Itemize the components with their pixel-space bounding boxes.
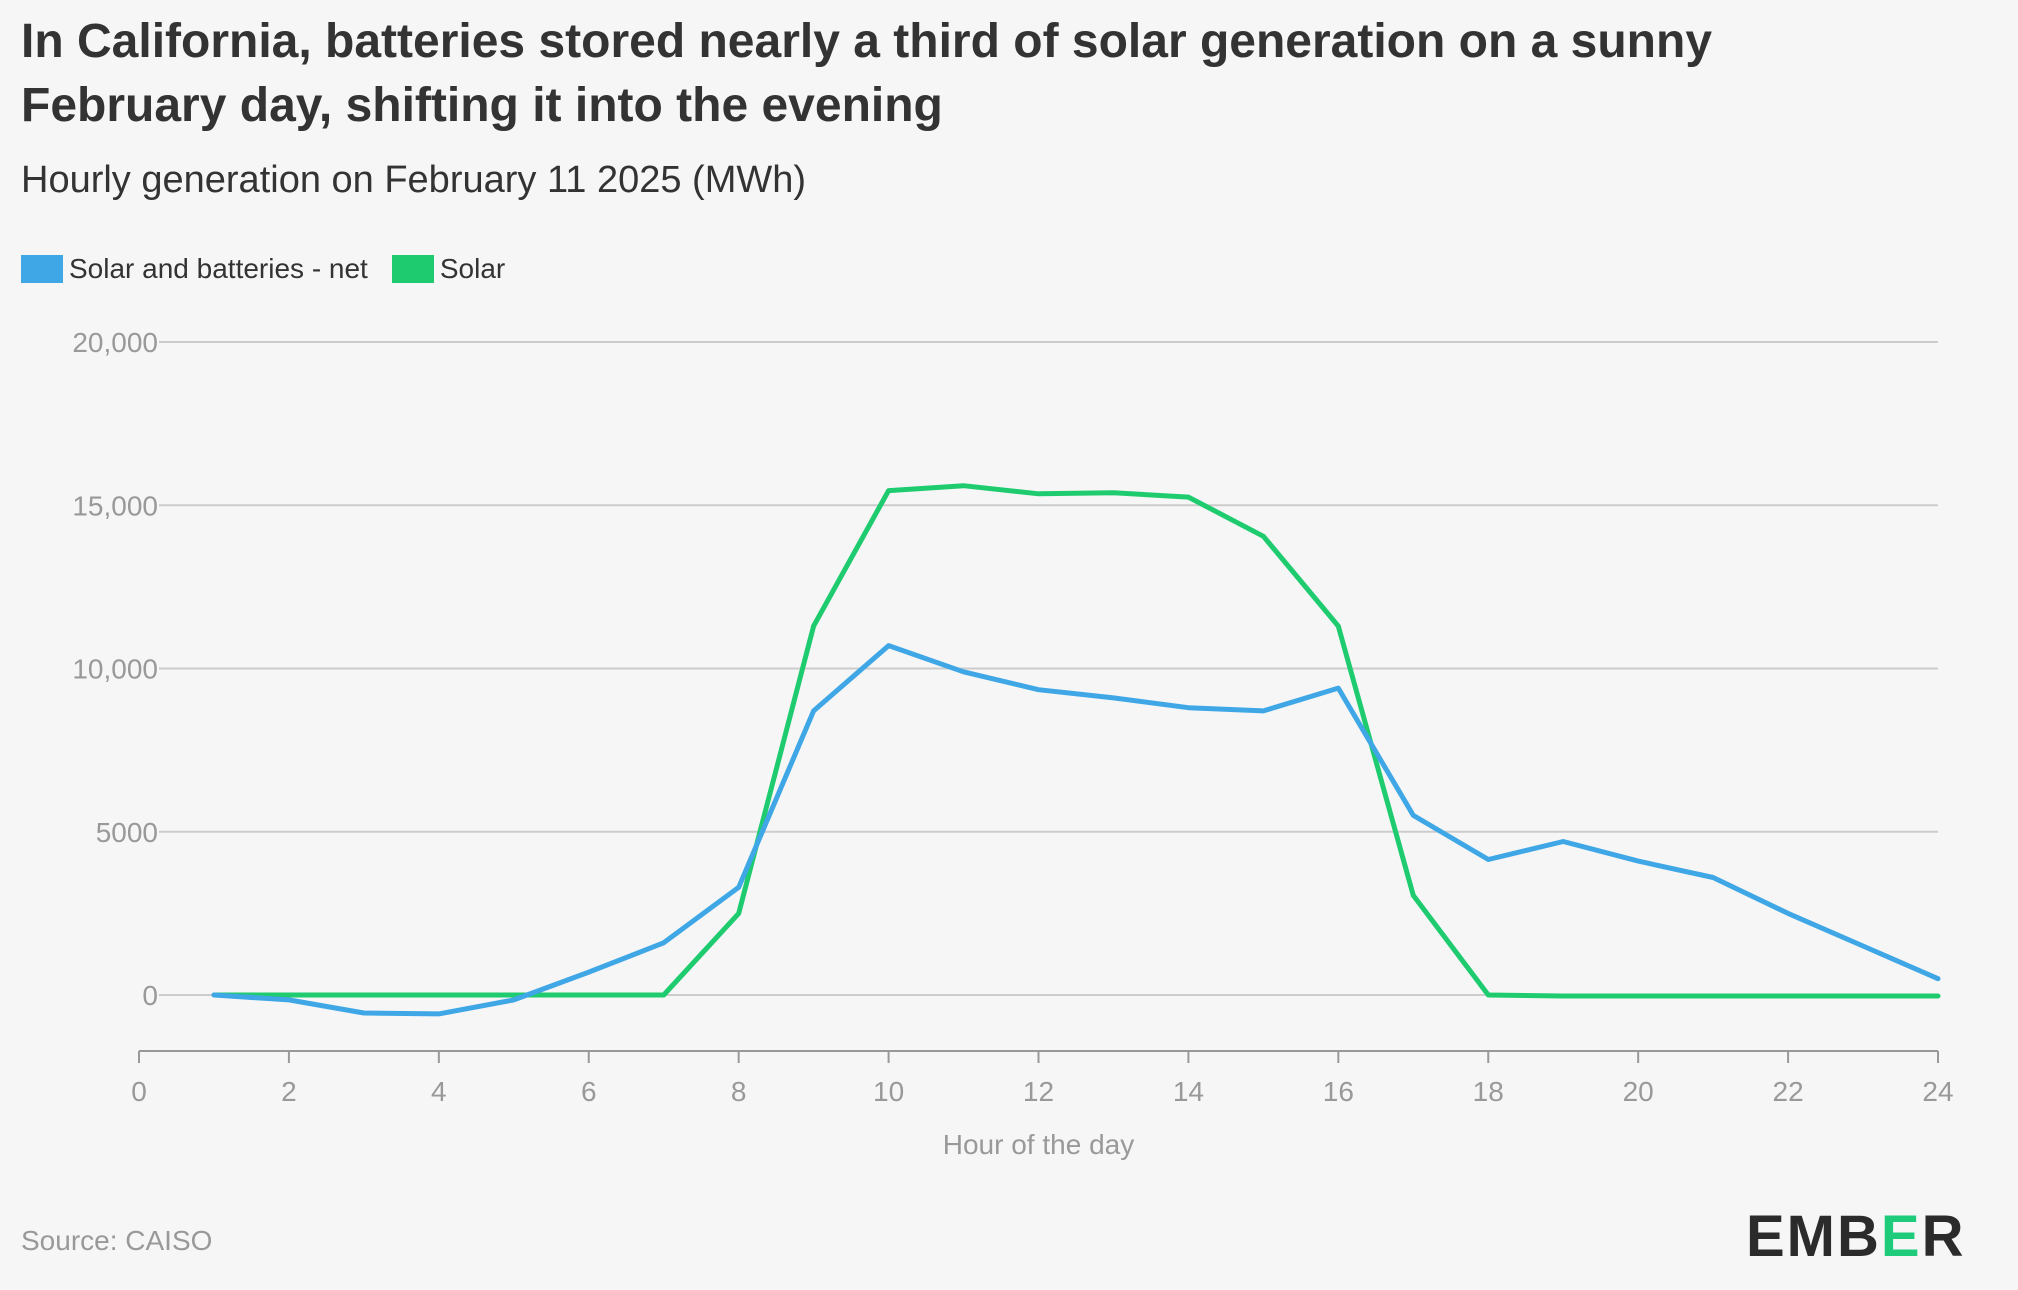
y-tick-label: 15,000 xyxy=(72,490,158,521)
chart-title: In California, batteries stored nearly a… xyxy=(21,15,1713,132)
x-tick-label: 12 xyxy=(1023,1076,1054,1107)
x-tick-label: 16 xyxy=(1323,1076,1354,1107)
y-tick-label: 10,000 xyxy=(72,654,158,685)
x-tick-label: 20 xyxy=(1623,1076,1654,1107)
x-tick-label: 6 xyxy=(581,1076,597,1107)
x-tick-label: 8 xyxy=(731,1076,747,1107)
x-tick-label: 0 xyxy=(131,1076,147,1107)
x-tick-label: 24 xyxy=(1922,1076,1953,1107)
x-axis-label: Hour of the day xyxy=(943,1129,1134,1160)
y-axis-ticks: 0 5000 10,000 15,000 20,000 xyxy=(72,327,158,1011)
legend-swatch-net xyxy=(21,255,63,283)
x-tick-label: 14 xyxy=(1173,1076,1204,1107)
series-lines xyxy=(211,483,1941,1017)
x-axis: 0 2 4 6 8 10 12 14 16 18 20 22 24 xyxy=(131,1050,1954,1107)
x-tick-label: 22 xyxy=(1773,1076,1804,1107)
legend-item-solar: Solar xyxy=(391,253,506,285)
legend: Solar and batteries - net Solar xyxy=(21,253,529,285)
legend-swatch-solar xyxy=(391,255,434,283)
x-tick-label: 10 xyxy=(873,1076,904,1107)
y-tick-label: 5000 xyxy=(96,817,158,848)
legend-item-net: Solar and batteries - net xyxy=(21,253,368,285)
x-tick-label: 18 xyxy=(1473,1076,1504,1107)
x-tick-label: 4 xyxy=(431,1076,447,1107)
legend-label-net: Solar and batteries - net xyxy=(69,253,368,284)
chart-subtitle: Hourly generation on February 11 2025 (M… xyxy=(21,159,807,201)
series-line-net xyxy=(211,643,1941,1017)
y-tick-label: 20,000 xyxy=(72,327,158,358)
y-tick-label: 0 xyxy=(142,980,158,1011)
source-note: Source: CAISO xyxy=(21,1225,213,1256)
ember-logo: EMBER xyxy=(1746,1204,1966,1269)
series-line-solar xyxy=(211,483,1941,999)
legend-label-solar: Solar xyxy=(439,253,506,284)
gridlines xyxy=(159,341,1938,996)
x-tick-label: 2 xyxy=(281,1076,297,1107)
